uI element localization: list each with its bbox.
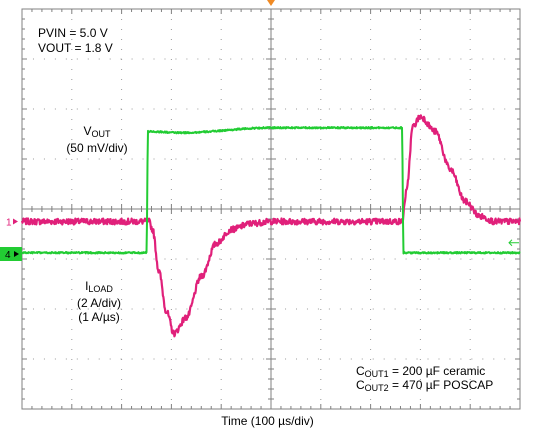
traces (20, 114, 522, 338)
x-axis-label: Time (100 µs/div) (221, 414, 314, 428)
channel-4-marker-box (0, 247, 22, 261)
cout1-subscript: OUT1 (364, 369, 389, 379)
vout-channel-name: V (83, 124, 92, 138)
cout2-symbol: C (356, 378, 365, 392)
iload-channel-name: I (85, 279, 89, 293)
trigger-level-arrow-head (508, 239, 513, 247)
iload-channel-scale: (2 A/div) (76, 296, 121, 310)
vout-label: VOUT = 1.8 V (38, 41, 113, 55)
cout1-label: COUT1 = 200 µF ceramic (356, 364, 485, 381)
iload-trace (21, 126, 521, 255)
cout1-value: = 200 µF ceramic (388, 364, 486, 378)
graticule (21, 8, 521, 410)
iload-channel-subscript: LOAD (88, 284, 113, 294)
cout2-value: = 470 µF POSCAP (388, 378, 494, 392)
cout2-subscript: OUT2 (364, 383, 389, 393)
iload-channel-label: ILOAD (2 A/div) (1 A/µs) (68, 279, 130, 324)
iload-channel-slew: (1 A/µs) (78, 310, 120, 324)
trigger-position-marker (267, 0, 275, 6)
channel-markers: 14 (0, 0, 519, 261)
cout1-symbol: C (356, 364, 365, 378)
channel-1-marker-label: 1 (6, 218, 12, 229)
vout-channel-scale: (50 mV/div) (66, 141, 128, 155)
channel-4-marker-arrow (14, 251, 19, 257)
vout-trace (20, 114, 522, 338)
vout-channel-label: VOUT (50 mV/div) (62, 124, 132, 155)
vout-channel-subscript: OUT (91, 129, 111, 139)
channel-1-marker-arrow (13, 218, 18, 225)
channel-4-marker-label: 4 (5, 250, 11, 261)
pvin-label: PVIN = 5.0 V (38, 26, 108, 40)
cout2-label: COUT2 = 470 µF POSCAP (356, 378, 493, 395)
